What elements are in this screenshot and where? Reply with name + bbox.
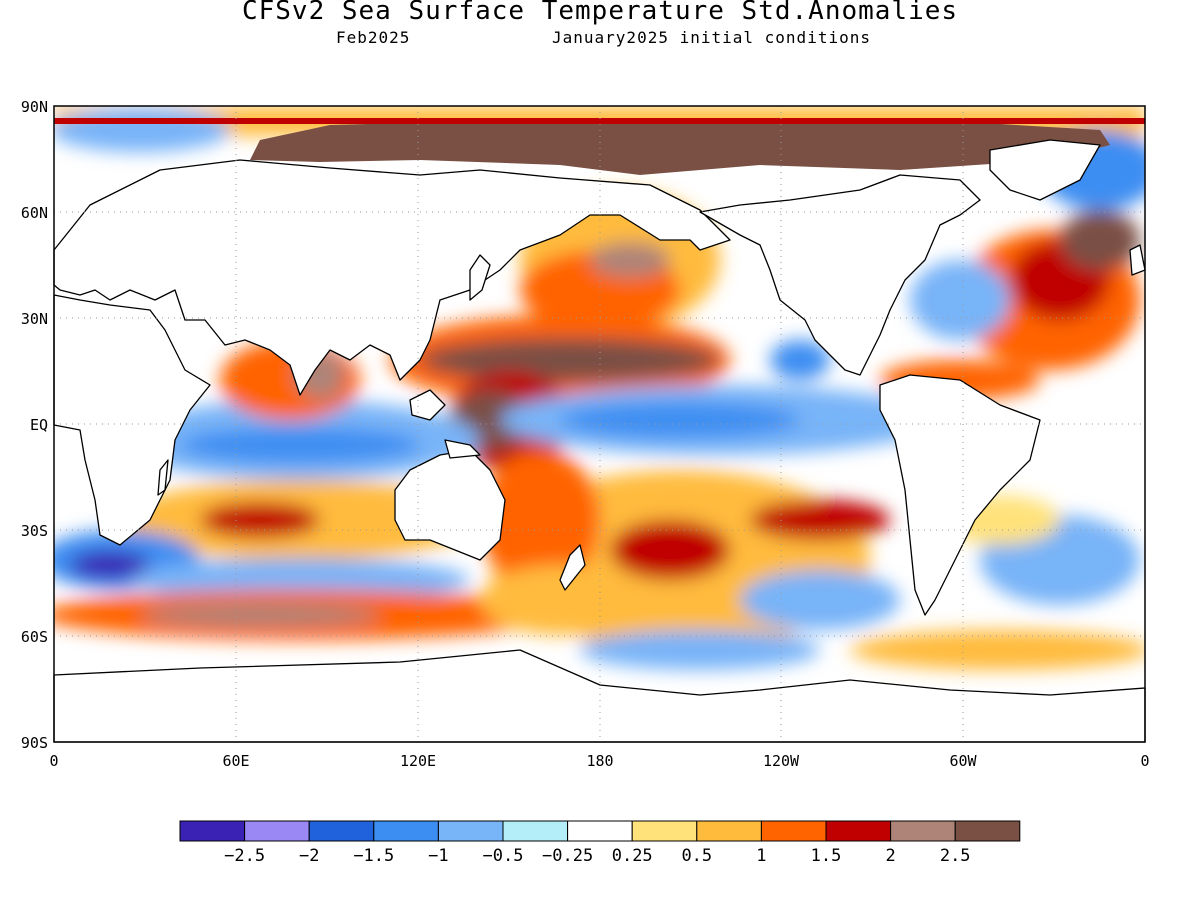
lat-label: 60N — [21, 204, 48, 222]
colorbar-swatch — [502, 820, 569, 842]
colorbar-level-label: 1 — [756, 846, 766, 866]
colorbar-level-label: −0.25 — [542, 846, 593, 866]
lat-label: EQ — [30, 416, 48, 434]
colorbar-level-label: 1.5 — [811, 846, 842, 866]
colorbar-level-label: −2.5 — [224, 846, 265, 866]
lon-label: 180 — [586, 752, 613, 770]
lon-label: 120E — [400, 752, 436, 770]
colorbar-swatch — [437, 820, 504, 842]
lon-label: 60W — [949, 752, 977, 770]
colorbar-swatch — [890, 820, 956, 842]
colorbar: −2.5 −2 −1.5 −1 −0.5 −0.25 0.25 0.5 1 1.5 2 2.5 — [179, 820, 1021, 866]
initial-conditions: January2025 initial conditions — [552, 28, 871, 47]
map-frame — [53, 105, 1146, 743]
lon-label: 60E — [222, 752, 249, 770]
lon-label: 0 — [1140, 752, 1149, 770]
lat-label: 90N — [21, 98, 48, 116]
map-title: CFSv2 Sea Surface Temperature Std.Anomal… — [241, 0, 959, 26]
colorbar-level-label: 0.5 — [681, 846, 712, 866]
colorbar-level-label: −1.5 — [353, 846, 394, 866]
latitude-labels: 90N 60N 30N EQ 30S 60S 90S — [21, 98, 48, 752]
colorbar-swatch — [696, 820, 762, 842]
lat-label: 90S — [21, 734, 48, 752]
colorbar-swatch — [244, 820, 310, 842]
colorbar-swatch — [567, 820, 633, 842]
longitude-labels: 0 60E 120E 180 120W 60W 0 — [49, 752, 1149, 770]
colorbar-swatch — [760, 820, 827, 842]
colorbar-swatch — [308, 820, 375, 842]
lon-label: 0 — [49, 752, 58, 770]
forecast-month: Feb2025 — [336, 28, 411, 47]
lat-label: 60S — [21, 628, 48, 646]
colorbar-level-label: 0.25 — [612, 846, 653, 866]
colorbar-swatch — [179, 820, 246, 842]
colorbar-level-label: 2.5 — [940, 846, 971, 866]
colorbar-swatch — [954, 820, 1021, 842]
colorbar-swatch — [825, 820, 892, 842]
colorbar-level-label: 2 — [885, 846, 895, 866]
colorbar-level-label: −2 — [299, 846, 319, 866]
lat-label: 30N — [21, 310, 48, 328]
colorbar-swatch — [631, 820, 698, 842]
land-masses — [53, 139, 1146, 743]
colorbar-swatch — [373, 820, 439, 842]
colorbar-level-label: −0.5 — [483, 846, 524, 866]
lat-label: 30S — [21, 522, 48, 540]
lon-label: 120W — [763, 752, 800, 770]
colorbar-level-label: −1 — [428, 846, 448, 866]
graticule — [54, 106, 1145, 742]
